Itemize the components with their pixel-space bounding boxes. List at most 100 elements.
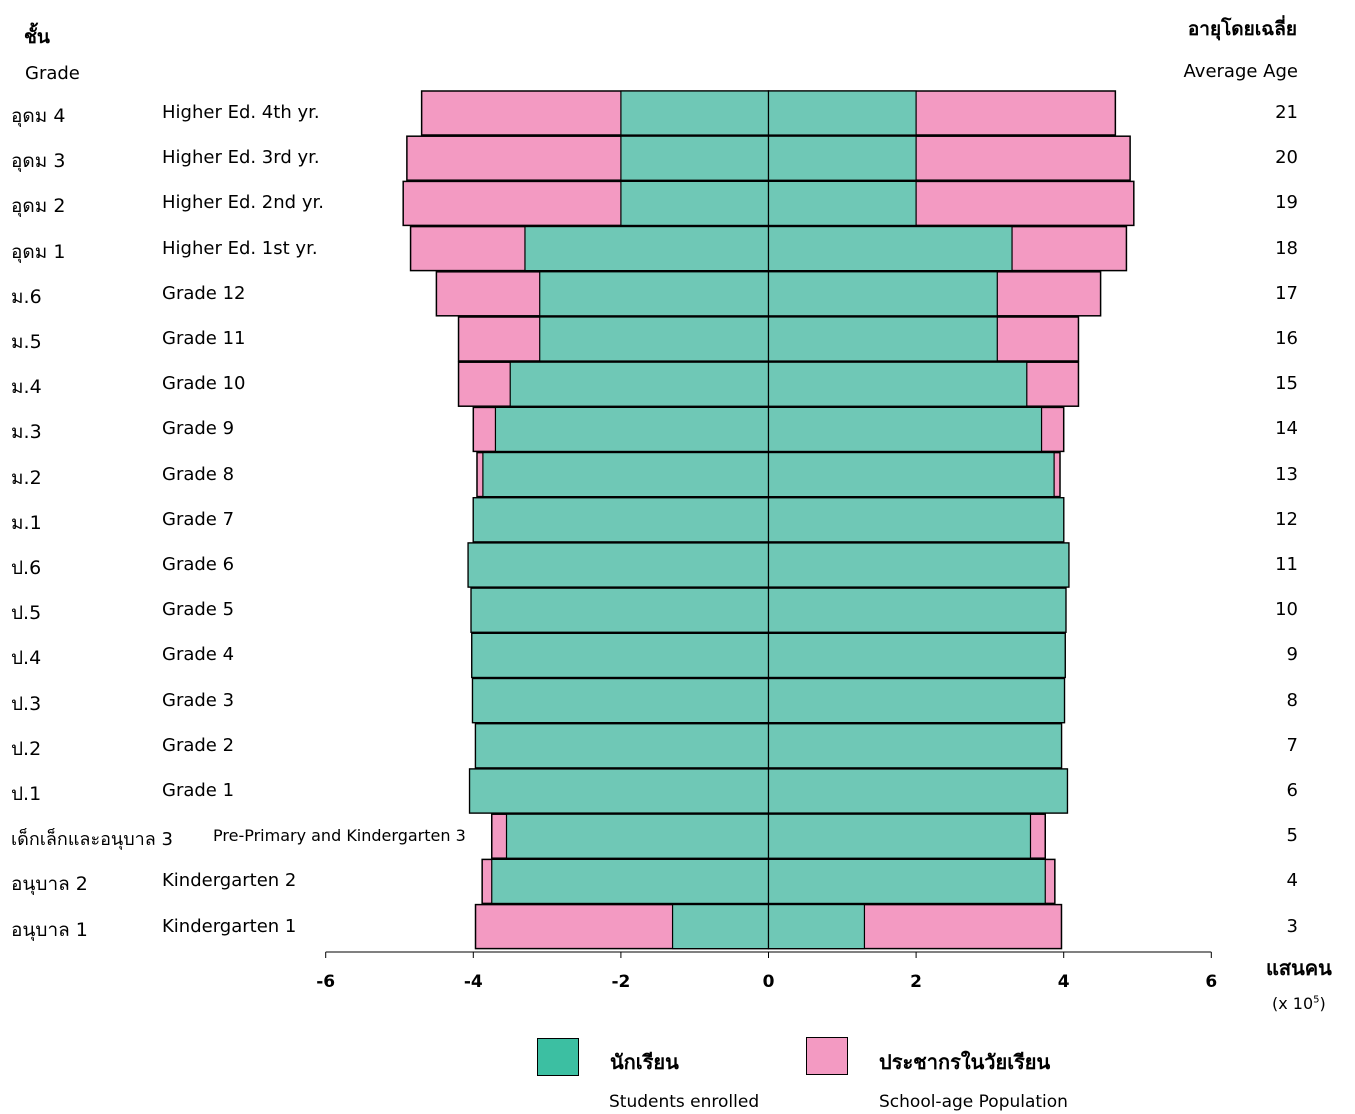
grade-label-thai: ป.3 bbox=[11, 692, 42, 715]
grade-label-english: Higher Ed. 2nd yr. bbox=[162, 192, 324, 214]
grade-label-english: Kindergarten 2 bbox=[162, 870, 297, 892]
grade-header-thai: ชั้น bbox=[24, 26, 50, 48]
average-age-value: 9 bbox=[1286, 644, 1298, 666]
x-tick-label: -4 bbox=[463, 972, 483, 992]
grade-label-english: Grade 12 bbox=[162, 282, 246, 304]
average-age-value: 8 bbox=[1286, 689, 1298, 711]
grade-label-thai: ป.6 bbox=[11, 557, 42, 579]
grade-label-english: Grade 3 bbox=[162, 689, 235, 711]
x-tick-label: 6 bbox=[1205, 972, 1218, 992]
students-bar-right bbox=[767, 316, 998, 362]
average-age-value: 7 bbox=[1286, 734, 1298, 756]
legend-label-students-thai: นักเรียน bbox=[610, 1050, 679, 1074]
students-bar-left bbox=[505, 813, 770, 859]
grade-label-thai: อนุบาล 2 bbox=[11, 873, 88, 896]
grade-label-english: Grade 7 bbox=[162, 508, 235, 530]
students-bar-left bbox=[539, 271, 770, 317]
students-bar-right bbox=[767, 361, 1028, 407]
x-tick-label: 0 bbox=[762, 972, 775, 992]
average-age-value: 16 bbox=[1275, 328, 1298, 349]
students-bar-left bbox=[482, 452, 770, 498]
grade-label-thai: ม.1 bbox=[11, 511, 42, 534]
x-tick-label: 2 bbox=[910, 972, 923, 992]
students-bar-left bbox=[494, 406, 770, 452]
grade-label-english: Grade 11 bbox=[162, 328, 246, 349]
average-age-value: 6 bbox=[1286, 780, 1298, 801]
grade-label-thai: ป.2 bbox=[11, 737, 42, 760]
students-bar-left bbox=[467, 542, 770, 588]
grade-label-english: Higher Ed. 1st yr. bbox=[162, 237, 318, 259]
students-bar-right bbox=[767, 226, 1013, 272]
grade-label-thai: ม.5 bbox=[11, 331, 42, 353]
average-age-value: 21 bbox=[1275, 102, 1298, 123]
students-bar-left bbox=[539, 316, 770, 362]
grade-label-english: Higher Ed. 4th yr. bbox=[162, 102, 320, 123]
grade-label-thai: อุดม 1 bbox=[11, 240, 66, 263]
students-bar-left bbox=[471, 632, 770, 679]
grade-label-english: Grade 2 bbox=[162, 734, 235, 756]
students-bar-right bbox=[767, 542, 1070, 588]
average-age-value: 12 bbox=[1275, 508, 1298, 530]
grade-label-english: Grade 9 bbox=[162, 418, 235, 440]
grade-label-thai: ม.4 bbox=[11, 376, 42, 399]
students-bar-right bbox=[767, 90, 917, 136]
grade-label-english: Grade 1 bbox=[162, 780, 235, 801]
grade-label-english: Grade 4 bbox=[162, 644, 235, 666]
students-bar-right bbox=[767, 723, 1063, 769]
students-bar-left bbox=[470, 587, 770, 633]
average-age-value: 20 bbox=[1275, 147, 1298, 169]
students-bar-right bbox=[767, 497, 1065, 543]
axis-unit-english: (x 105) bbox=[1272, 994, 1326, 1013]
grade-label-english: Kindergarten 1 bbox=[162, 915, 297, 937]
students-bar-left bbox=[469, 768, 770, 814]
age-header-thai: อายุโดยเฉลี่ย bbox=[1187, 18, 1297, 40]
grade-label-thai: ม.6 bbox=[11, 285, 42, 308]
average-age-value: 4 bbox=[1286, 870, 1298, 892]
students-bar-left bbox=[491, 858, 770, 905]
average-age-value: 10 bbox=[1275, 599, 1298, 621]
students-bar-right bbox=[767, 587, 1067, 633]
grade-label-english: Grade 8 bbox=[162, 463, 235, 485]
students-bar-right bbox=[767, 271, 998, 317]
students-bar-right bbox=[767, 768, 1068, 814]
students-bar-right bbox=[767, 452, 1055, 498]
average-age-value: 11 bbox=[1275, 554, 1298, 575]
students-bar-left bbox=[620, 90, 770, 136]
students-bar-left bbox=[620, 135, 770, 181]
average-age-value: 13 bbox=[1275, 463, 1298, 485]
average-age-value: 3 bbox=[1286, 915, 1298, 937]
grade-label-thai: ป.1 bbox=[11, 783, 42, 805]
age-header-english: Average Age bbox=[1183, 61, 1298, 82]
grade-label-thai: ม.3 bbox=[11, 421, 42, 444]
students-bar-left bbox=[509, 361, 770, 407]
legend-label-population-english: School-age Population bbox=[879, 1092, 1068, 1112]
students-bar-left bbox=[471, 677, 770, 724]
students-bar-right bbox=[767, 135, 917, 181]
students-bar-right bbox=[767, 813, 1032, 859]
grade-label-english: Grade 6 bbox=[162, 554, 235, 575]
pyramid-chart bbox=[325, 90, 1212, 958]
average-age-value: 15 bbox=[1275, 373, 1298, 395]
grade-label-thai: ม.2 bbox=[11, 466, 42, 489]
grade-label-thai: อุดม 4 bbox=[11, 105, 66, 127]
students-bar-right bbox=[767, 632, 1066, 679]
grade-label-thai: เด็กเล็กและอนุบาล 3 bbox=[11, 829, 173, 851]
average-age-value: 18 bbox=[1275, 237, 1298, 259]
average-age-value: 17 bbox=[1275, 282, 1298, 304]
average-age-value: 14 bbox=[1275, 418, 1298, 440]
grade-label-thai: อนุบาล 1 bbox=[11, 918, 88, 941]
grade-label-english: Grade 10 bbox=[162, 373, 246, 395]
grade-label-thai: อุดม 3 bbox=[11, 150, 66, 173]
grade-label-thai: อุดม 2 bbox=[11, 195, 66, 218]
average-age-value: 5 bbox=[1286, 825, 1298, 847]
students-bar-right bbox=[767, 903, 866, 950]
legend-swatch-population bbox=[806, 1037, 848, 1075]
grade-label-thai: ป.4 bbox=[11, 647, 42, 670]
average-age-value: 19 bbox=[1275, 192, 1298, 214]
legend-label-students-english: Students enrolled bbox=[609, 1092, 760, 1112]
x-tick-label: -2 bbox=[611, 972, 631, 992]
axis-unit-thai: แสนคน bbox=[1266, 956, 1332, 980]
students-bar-left bbox=[620, 180, 770, 226]
legend-swatch-students bbox=[537, 1038, 579, 1076]
x-tick-label: 4 bbox=[1057, 972, 1070, 992]
